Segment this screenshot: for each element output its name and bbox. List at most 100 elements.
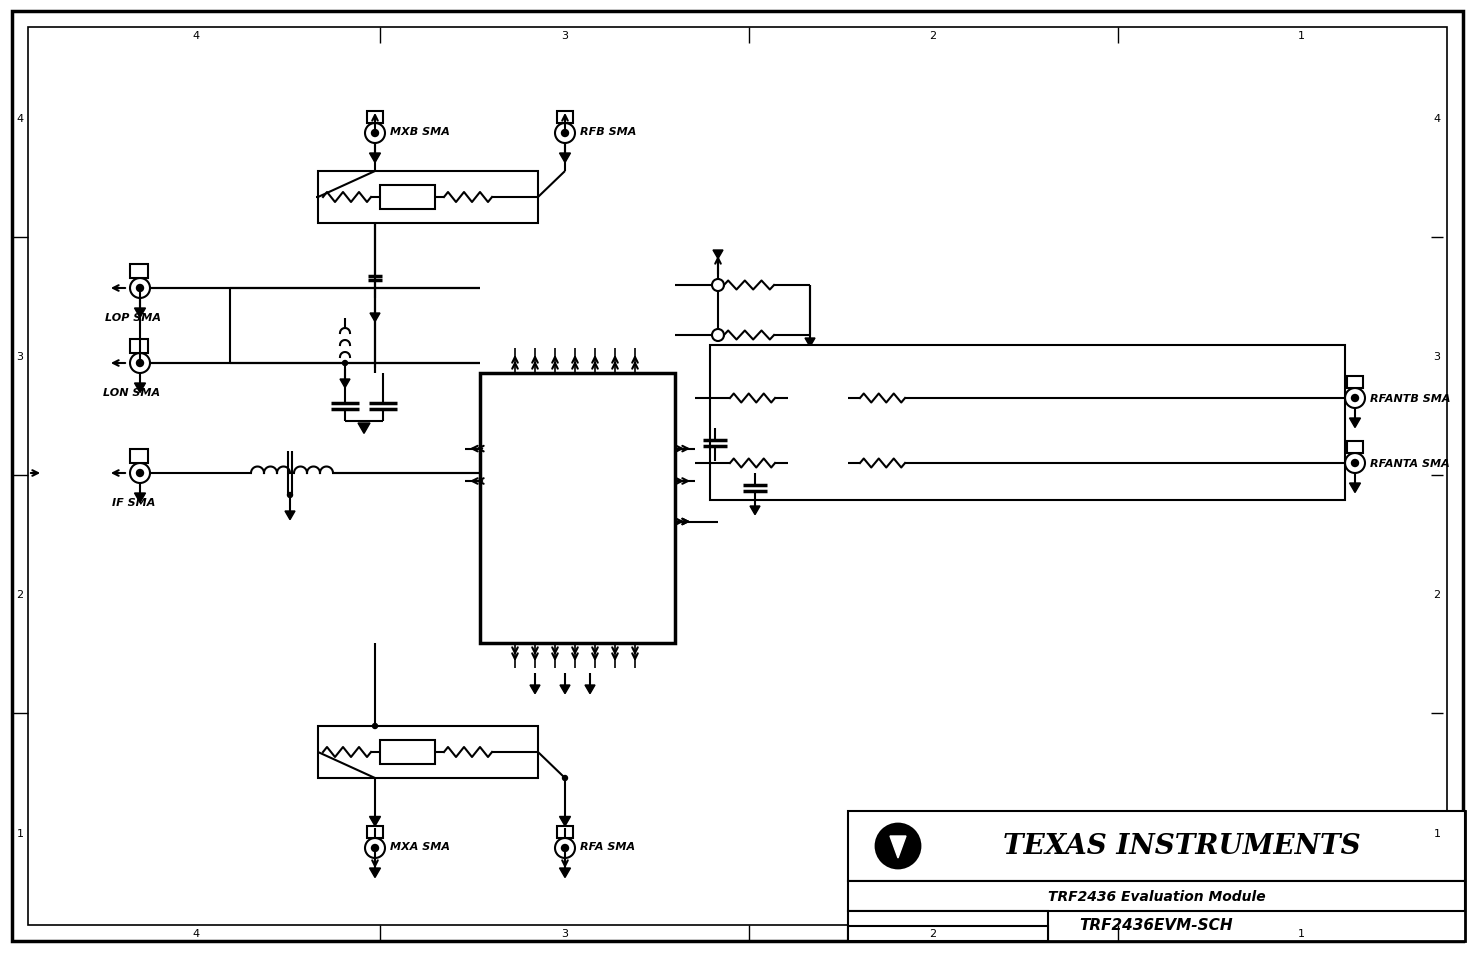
Bar xyxy=(130,265,148,278)
Text: 3: 3 xyxy=(1434,352,1441,361)
Bar xyxy=(319,726,538,779)
Text: 1: 1 xyxy=(1298,30,1304,41)
Polygon shape xyxy=(358,423,370,434)
Polygon shape xyxy=(134,494,146,503)
Text: 2: 2 xyxy=(929,928,937,938)
Circle shape xyxy=(137,286,143,292)
Bar xyxy=(848,911,1049,941)
Circle shape xyxy=(555,124,575,144)
Polygon shape xyxy=(586,685,594,694)
Bar xyxy=(788,451,848,476)
Circle shape xyxy=(562,844,568,852)
Bar xyxy=(479,374,676,643)
Circle shape xyxy=(712,330,724,341)
Circle shape xyxy=(137,360,143,367)
Text: TRF2436 Evaluation Module: TRF2436 Evaluation Module xyxy=(1047,889,1266,903)
Bar xyxy=(788,386,848,412)
Text: RFB SMA: RFB SMA xyxy=(580,127,636,137)
Circle shape xyxy=(1345,389,1364,409)
Text: 3: 3 xyxy=(16,352,24,361)
Text: 4: 4 xyxy=(1434,113,1441,124)
Polygon shape xyxy=(559,153,571,163)
Bar xyxy=(848,811,1465,941)
Circle shape xyxy=(130,278,150,298)
Text: 2: 2 xyxy=(929,30,937,41)
Bar xyxy=(848,882,1465,911)
Text: 1: 1 xyxy=(16,828,24,838)
Polygon shape xyxy=(370,314,381,322)
Text: TRF2436EVM-SCH: TRF2436EVM-SCH xyxy=(1080,918,1233,933)
Polygon shape xyxy=(530,685,540,694)
Text: 1: 1 xyxy=(1298,928,1304,938)
Polygon shape xyxy=(370,868,381,878)
Polygon shape xyxy=(560,685,569,694)
Circle shape xyxy=(137,470,143,477)
Bar xyxy=(319,172,538,224)
Bar xyxy=(558,112,572,124)
Text: RFANTA SMA: RFANTA SMA xyxy=(1370,458,1450,469)
Circle shape xyxy=(1345,454,1364,474)
Circle shape xyxy=(372,844,379,852)
Circle shape xyxy=(876,824,920,868)
Circle shape xyxy=(130,354,150,374)
Circle shape xyxy=(1351,395,1358,402)
Bar xyxy=(381,740,435,764)
Text: 3: 3 xyxy=(562,30,568,41)
Text: 1: 1 xyxy=(1434,828,1441,838)
Circle shape xyxy=(555,838,575,858)
Bar xyxy=(709,346,1345,500)
Circle shape xyxy=(137,285,143,293)
Text: TEXAS INSTRUMENTS: TEXAS INSTRUMENTS xyxy=(1003,833,1360,860)
Circle shape xyxy=(130,463,150,483)
Circle shape xyxy=(137,361,143,366)
Polygon shape xyxy=(1350,418,1360,428)
Polygon shape xyxy=(285,512,295,520)
Circle shape xyxy=(562,131,568,137)
Polygon shape xyxy=(559,868,571,878)
Text: 4: 4 xyxy=(192,928,199,938)
Bar xyxy=(367,826,384,838)
Bar xyxy=(848,926,1049,941)
Text: 4: 4 xyxy=(16,113,24,124)
Circle shape xyxy=(712,280,724,292)
Text: 4: 4 xyxy=(192,30,199,41)
Polygon shape xyxy=(709,461,720,470)
Circle shape xyxy=(372,131,379,137)
Polygon shape xyxy=(370,153,381,163)
Bar xyxy=(848,811,1465,882)
Bar xyxy=(130,339,148,354)
Circle shape xyxy=(288,493,292,498)
Polygon shape xyxy=(749,506,760,516)
Polygon shape xyxy=(134,309,146,318)
Polygon shape xyxy=(341,379,350,388)
Text: MXB SMA: MXB SMA xyxy=(389,127,450,137)
Circle shape xyxy=(342,361,348,366)
Text: LON SMA: LON SMA xyxy=(103,388,161,397)
Text: IF SMA: IF SMA xyxy=(112,497,155,507)
Polygon shape xyxy=(370,817,381,826)
Bar xyxy=(381,186,435,210)
Circle shape xyxy=(562,776,568,781)
Polygon shape xyxy=(805,338,816,347)
Text: RFA SMA: RFA SMA xyxy=(580,841,636,851)
Circle shape xyxy=(373,723,378,729)
Circle shape xyxy=(364,838,385,858)
Text: 3: 3 xyxy=(562,928,568,938)
Bar xyxy=(367,112,384,124)
Circle shape xyxy=(1351,460,1358,467)
Polygon shape xyxy=(134,384,146,394)
Text: LOP SMA: LOP SMA xyxy=(105,313,161,323)
Polygon shape xyxy=(1350,483,1360,493)
Text: 2: 2 xyxy=(16,589,24,599)
Circle shape xyxy=(364,124,385,144)
Polygon shape xyxy=(712,251,723,259)
Text: RFANTB SMA: RFANTB SMA xyxy=(1370,394,1450,403)
Bar xyxy=(1347,441,1363,454)
Bar xyxy=(130,450,148,463)
Polygon shape xyxy=(559,817,571,826)
Text: MXA SMA: MXA SMA xyxy=(389,841,450,851)
Bar xyxy=(558,826,572,838)
Text: 2: 2 xyxy=(1434,589,1441,599)
Bar xyxy=(1347,376,1363,389)
Polygon shape xyxy=(889,836,906,858)
